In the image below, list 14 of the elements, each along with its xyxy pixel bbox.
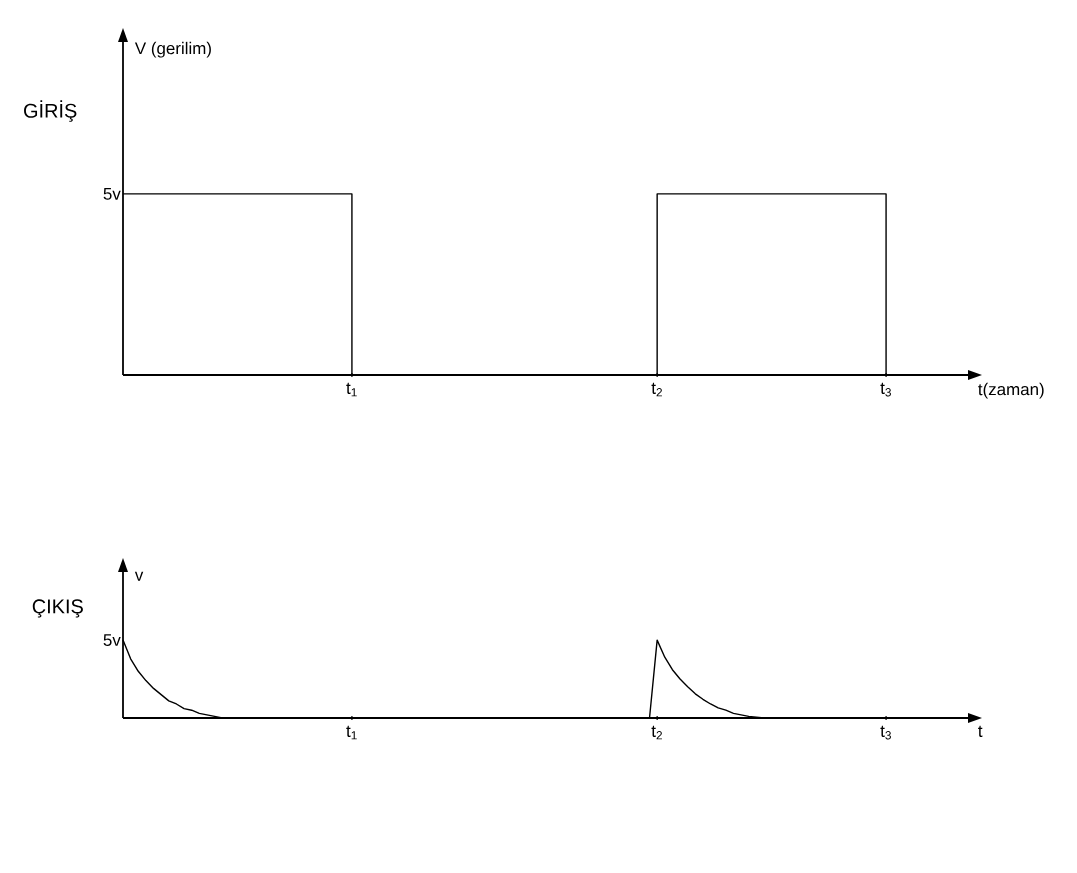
- text: 5v: [103, 188, 121, 200]
- x-tick-label: t$_{2}$: [651, 725, 662, 740]
- x-tick-label: t$_{1}$: [346, 382, 357, 397]
- y-axis-title: v: [134, 571, 144, 581]
- text: 5v: [103, 634, 121, 647]
- chart-title: ÇIKIŞ: [32, 599, 83, 618]
- x-axis-title: t(zaman): [978, 382, 1044, 399]
- x-tick-label: t$_{3}$: [880, 382, 891, 397]
- x-axis-title: t: [978, 725, 983, 737]
- y-axis-title: V (gerilim): [134, 41, 211, 58]
- chart-title: GİRİŞ: [24, 100, 77, 122]
- x-tick-label: t$_{1}$: [346, 725, 357, 740]
- x-tick-label: t$_{2}$: [651, 382, 662, 397]
- x-tick-label: t$_{3}$: [880, 725, 891, 740]
